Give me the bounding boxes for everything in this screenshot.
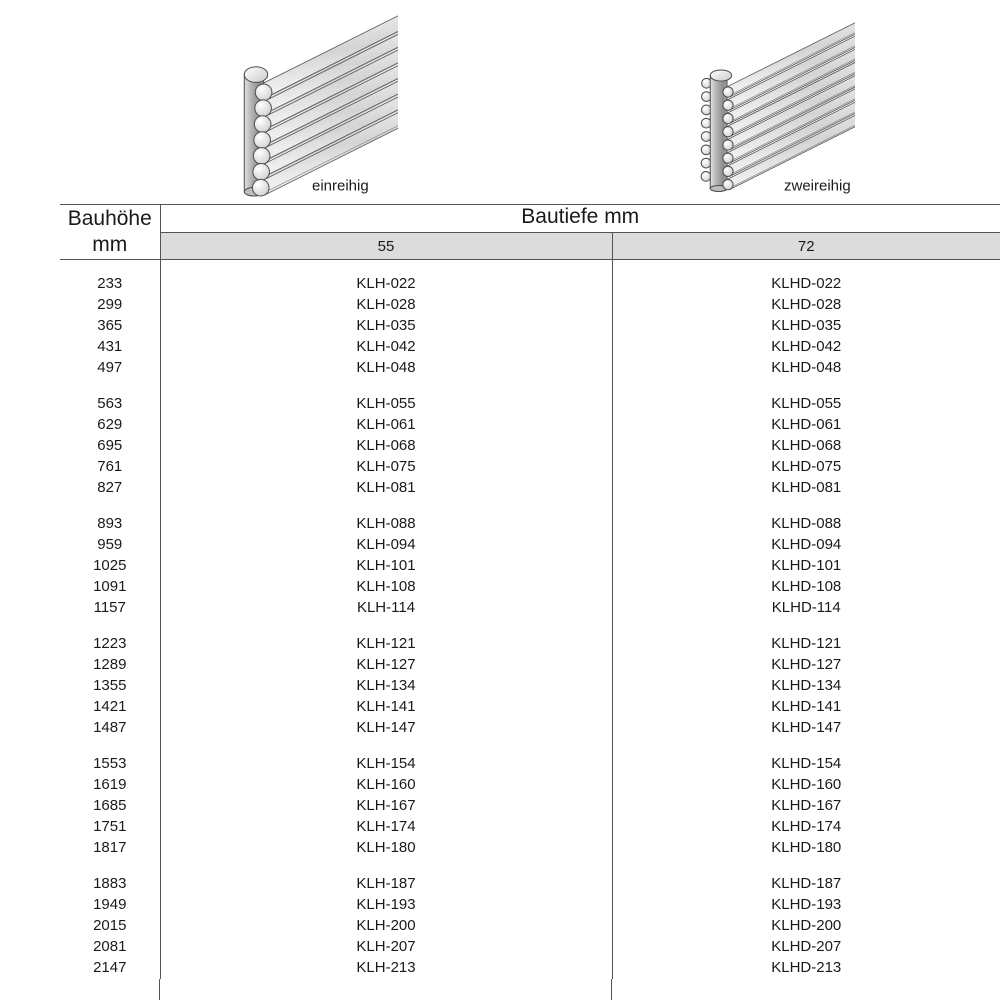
svg-text:zweireihig: zweireihig bbox=[784, 177, 851, 194]
svg-text:einreihig: einreihig bbox=[312, 177, 369, 194]
